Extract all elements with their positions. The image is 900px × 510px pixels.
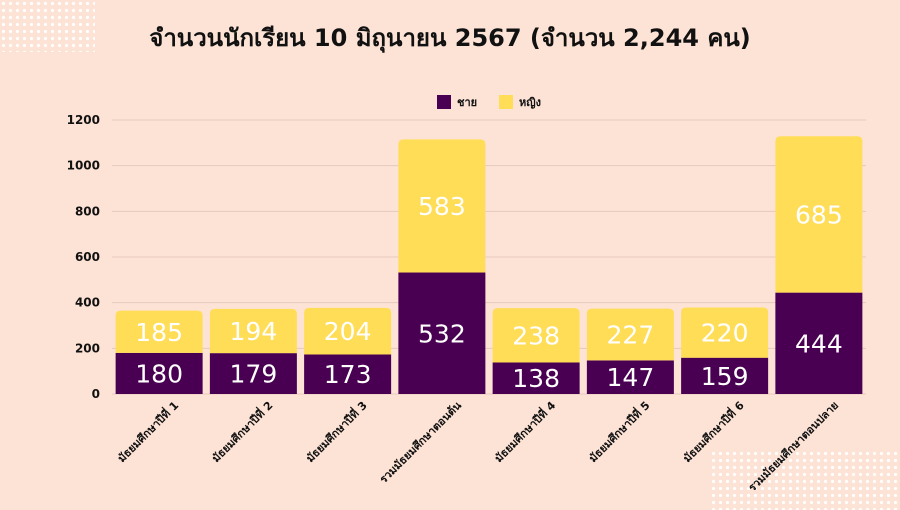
x-tick-label: รวมมัธยมศึกษาตอนต้น — [377, 399, 464, 486]
x-tick-label: มัธยมศึกษาปีที่ 2 — [208, 398, 275, 465]
x-tick-label: มัธยมศึกษาปีที่ 3 — [302, 398, 369, 465]
bar-value-label: 444 — [795, 329, 843, 358]
bar-segment-male — [115, 352, 203, 394]
legend-swatch — [499, 95, 513, 109]
y-tick-label: 200 — [75, 341, 100, 355]
bar-value-label: 532 — [418, 319, 466, 348]
bar-value-label: 583 — [418, 192, 466, 221]
legend-label: หญิง — [519, 96, 541, 109]
chart-title: จำนวนนักเรียน 10 มิถุนายน 2567 (จำนวน 2,… — [149, 24, 751, 52]
bar-value-label: 138 — [512, 364, 560, 393]
bar-value-label: 147 — [607, 363, 655, 392]
bar-value-label: 180 — [135, 359, 183, 388]
bar-segment-female — [209, 308, 297, 354]
y-tick-label: 400 — [75, 296, 100, 310]
bar-segment-female — [681, 307, 769, 358]
bar-value-label: 185 — [135, 318, 183, 347]
bar-value-label: 227 — [607, 321, 655, 350]
bar-value-label: 685 — [795, 200, 843, 229]
x-tick-label: รวมมัธยมศึกษาตอนปลาย — [746, 399, 841, 494]
bar-value-label: 159 — [701, 362, 749, 391]
decorative-dots-top-left — [0, 0, 95, 52]
y-tick-label: 800 — [75, 204, 100, 218]
bar-value-label: 238 — [512, 321, 560, 350]
bar-value-label: 204 — [324, 317, 372, 346]
x-tick-label: มัธยมศึกษาปีที่ 6 — [679, 397, 747, 465]
bar-value-label: 173 — [324, 360, 372, 389]
bar-segment-male — [681, 357, 769, 394]
bar-segment-male — [398, 272, 486, 394]
bar-segment-female — [304, 307, 392, 355]
bar-value-label: 220 — [701, 319, 749, 348]
x-tick-label: มัธยมศึกษาปีที่ 1 — [114, 398, 181, 465]
bar-segment-male — [775, 292, 863, 394]
bar-value-label: 179 — [230, 360, 278, 389]
y-tick-label: 0 — [92, 387, 100, 401]
bar-value-label: 194 — [230, 317, 278, 346]
legend-swatch — [437, 95, 451, 109]
bar-segment-male — [492, 362, 580, 394]
bar-segment-male — [304, 354, 392, 394]
bar-segment-female — [775, 136, 863, 293]
bar-segment-female — [398, 139, 486, 273]
decorative-dots-bottom-right — [710, 450, 900, 510]
y-tick-label: 1200 — [67, 113, 100, 127]
y-tick-label: 1000 — [67, 159, 100, 173]
bar-segment-female — [492, 308, 580, 363]
bar-segment-female — [586, 308, 674, 361]
bar-segment-female — [115, 310, 203, 353]
y-tick-label: 600 — [75, 250, 100, 264]
bar-segment-male — [586, 360, 674, 394]
legend-label: ชาย — [457, 96, 477, 109]
bar-segment-male — [209, 353, 297, 394]
x-tick-label: มัธยมศึกษาปีที่ 5 — [585, 398, 652, 465]
x-tick-label: มัธยมศึกษาปีที่ 4 — [491, 397, 559, 465]
